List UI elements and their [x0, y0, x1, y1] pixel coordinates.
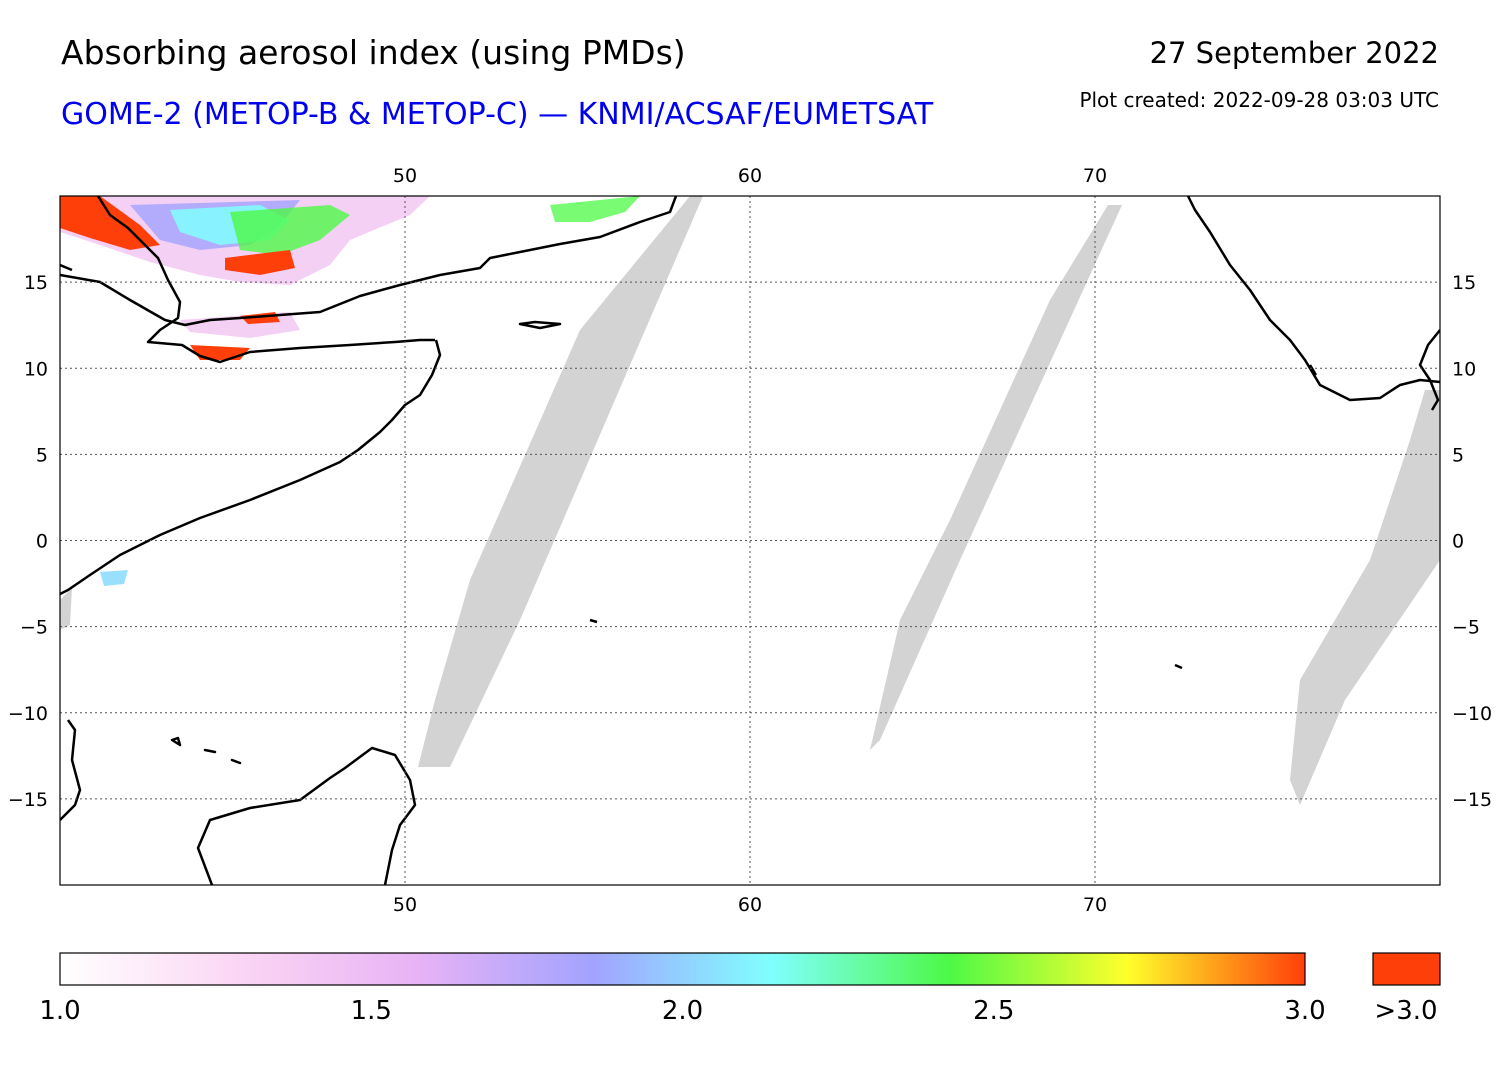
coast-india	[1186, 196, 1440, 402]
coastlines	[60, 196, 1440, 885]
lat-tick-left: −15	[8, 789, 48, 811]
colorbar-overflow-box	[1372, 952, 1441, 986]
colorbar-tick-labels: 1.0 1.5 2.0 2.5 3.0	[39, 996, 1325, 1026]
map-title: Absorbing aerosol index (using PMDs)	[61, 33, 686, 72]
lon-tick-bottom: 60	[738, 894, 762, 916]
colorbar-tick-label: 2.5	[973, 996, 1014, 1026]
lon-tick-top: 70	[1083, 165, 1107, 187]
lat-tick-left: 5	[36, 444, 48, 466]
colorbar-tick-label: 1.0	[39, 996, 80, 1026]
coast-arabia-south	[96, 196, 435, 364]
no-data-swaths	[60, 196, 1440, 805]
aerosol-mid-region-2	[100, 570, 128, 586]
lat-tick-right: 10	[1452, 358, 1476, 380]
aerosol-green-region	[230, 205, 350, 255]
island-comoros	[170, 736, 242, 765]
lon-tick-top: 60	[738, 165, 762, 187]
colorbar	[59, 952, 1306, 986]
swath-gap-1	[418, 196, 703, 767]
coast-madagascar	[196, 746, 417, 885]
lat-tick-left: 10	[24, 358, 48, 380]
island-socotra	[518, 320, 562, 330]
colorbar-tick-label: 2.0	[662, 996, 703, 1026]
lat-tick-left: 15	[24, 272, 48, 294]
lat-ticks-right: 15 10 5 0 −5 −10 −15	[1452, 272, 1492, 811]
coast-mozambique	[60, 719, 82, 821]
colorbar-overflow-label: >3.0	[1374, 996, 1437, 1026]
island-chagos	[1174, 663, 1183, 670]
lat-tick-left: −5	[20, 617, 48, 639]
colorbar-tick-label: 1.5	[351, 996, 392, 1026]
swath-gap-3	[1290, 390, 1440, 805]
lat-tick-left: −10	[8, 703, 48, 725]
plot-created-timestamp: Plot created: 2022-09-28 03:03 UTC	[1079, 88, 1439, 112]
lat-ticks-left: 15 10 5 0 −5 −10 −15	[8, 272, 48, 811]
aerosol-green-region-2	[550, 196, 640, 222]
colorbar-tick-label: 3.0	[1284, 996, 1325, 1026]
lat-tick-right: 0	[1452, 531, 1464, 553]
coast-arabia-north	[60, 196, 678, 327]
coast-sri-lanka-area	[1418, 329, 1440, 411]
lon-tick-bottom: 70	[1083, 894, 1107, 916]
lat-tick-right: 5	[1452, 444, 1464, 466]
lat-tick-right: 15	[1452, 272, 1476, 294]
island-seychelles	[589, 618, 598, 624]
swath-gap-2	[870, 205, 1122, 750]
gridlines	[60, 196, 1440, 885]
aerosol-high-region-2	[225, 250, 295, 275]
lat-tick-right: −10	[1452, 703, 1492, 725]
map-date: 27 September 2022	[1149, 36, 1439, 70]
map-subtitle: GOME-2 (METOP-B & METOP-C) — KNMI/ACSAF/…	[61, 97, 934, 132]
lon-tick-bottom: 50	[393, 894, 417, 916]
lat-tick-left: 0	[36, 531, 48, 553]
lon-tick-top: 50	[393, 165, 417, 187]
lon-ticks-bottom: 50 60 70	[393, 894, 1107, 916]
lon-ticks-top: 50 60 70	[393, 165, 1107, 187]
map-frame	[59, 195, 1441, 886]
lat-tick-right: −15	[1452, 789, 1492, 811]
island-mumbai-area	[1308, 364, 1318, 376]
lat-tick-right: −5	[1452, 617, 1480, 639]
coast-somalia	[60, 339, 442, 596]
swath-gap-4	[60, 588, 72, 630]
island-red-sea	[60, 263, 73, 272]
